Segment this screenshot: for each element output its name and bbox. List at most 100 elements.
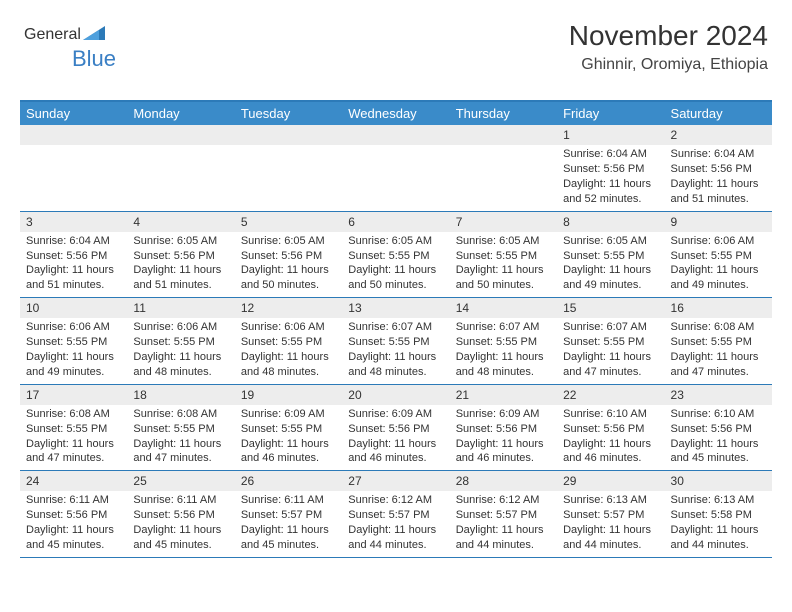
day-cell	[342, 125, 449, 211]
sunset-text: Sunset: 5:56 PM	[133, 508, 228, 523]
day-number: 19	[235, 385, 342, 405]
sunrise-text: Sunrise: 6:07 AM	[348, 320, 443, 335]
sunset-text: Sunset: 5:56 PM	[456, 422, 551, 437]
weekday-header: Tuesday	[235, 102, 342, 125]
daylight-text: Daylight: 11 hours and 51 minutes.	[671, 177, 766, 207]
day-body: Sunrise: 6:09 AMSunset: 5:56 PMDaylight:…	[342, 405, 449, 470]
daylight-text: Daylight: 11 hours and 44 minutes.	[671, 523, 766, 553]
day-cell	[127, 125, 234, 211]
sunrise-text: Sunrise: 6:09 AM	[348, 407, 443, 422]
sunset-text: Sunset: 5:55 PM	[133, 422, 228, 437]
sunset-text: Sunset: 5:56 PM	[563, 422, 658, 437]
sunset-text: Sunset: 5:57 PM	[563, 508, 658, 523]
day-cell: 24Sunrise: 6:11 AMSunset: 5:56 PMDayligh…	[20, 471, 127, 557]
sunrise-text: Sunrise: 6:07 AM	[456, 320, 551, 335]
logo: General Blue	[24, 24, 105, 45]
daylight-text: Daylight: 11 hours and 47 minutes.	[671, 350, 766, 380]
sunrise-text: Sunrise: 6:13 AM	[671, 493, 766, 508]
daylight-text: Daylight: 11 hours and 44 minutes.	[456, 523, 551, 553]
day-number: 5	[235, 212, 342, 232]
daylight-text: Daylight: 11 hours and 47 minutes.	[133, 437, 228, 467]
daylight-text: Daylight: 11 hours and 51 minutes.	[133, 263, 228, 293]
day-number: 28	[450, 471, 557, 491]
day-number: 25	[127, 471, 234, 491]
sunset-text: Sunset: 5:55 PM	[671, 335, 766, 350]
day-cell: 15Sunrise: 6:07 AMSunset: 5:55 PMDayligh…	[557, 298, 664, 384]
daylight-text: Daylight: 11 hours and 48 minutes.	[133, 350, 228, 380]
week-row: 24Sunrise: 6:11 AMSunset: 5:56 PMDayligh…	[20, 471, 772, 558]
daylight-text: Daylight: 11 hours and 47 minutes.	[26, 437, 121, 467]
daylight-text: Daylight: 11 hours and 46 minutes.	[456, 437, 551, 467]
sunset-text: Sunset: 5:57 PM	[241, 508, 336, 523]
day-number: 2	[665, 125, 772, 145]
day-body: Sunrise: 6:06 AMSunset: 5:55 PMDaylight:…	[127, 318, 234, 383]
daylight-text: Daylight: 11 hours and 46 minutes.	[563, 437, 658, 467]
day-cell: 1Sunrise: 6:04 AMSunset: 5:56 PMDaylight…	[557, 125, 664, 211]
day-cell	[20, 125, 127, 211]
sunrise-text: Sunrise: 6:04 AM	[26, 234, 121, 249]
daylight-text: Daylight: 11 hours and 50 minutes.	[348, 263, 443, 293]
day-body: Sunrise: 6:10 AMSunset: 5:56 PMDaylight:…	[557, 405, 664, 470]
daylight-text: Daylight: 11 hours and 49 minutes.	[671, 263, 766, 293]
week-row: 3Sunrise: 6:04 AMSunset: 5:56 PMDaylight…	[20, 212, 772, 299]
sunrise-text: Sunrise: 6:05 AM	[348, 234, 443, 249]
sunrise-text: Sunrise: 6:12 AM	[348, 493, 443, 508]
sunrise-text: Sunrise: 6:08 AM	[671, 320, 766, 335]
sunrise-text: Sunrise: 6:04 AM	[563, 147, 658, 162]
sunset-text: Sunset: 5:56 PM	[563, 162, 658, 177]
day-cell: 2Sunrise: 6:04 AMSunset: 5:56 PMDaylight…	[665, 125, 772, 211]
week-row: 10Sunrise: 6:06 AMSunset: 5:55 PMDayligh…	[20, 298, 772, 385]
day-cell: 28Sunrise: 6:12 AMSunset: 5:57 PMDayligh…	[450, 471, 557, 557]
sunset-text: Sunset: 5:55 PM	[348, 249, 443, 264]
sunset-text: Sunset: 5:55 PM	[671, 249, 766, 264]
day-body	[235, 145, 342, 151]
sunset-text: Sunset: 5:56 PM	[133, 249, 228, 264]
sunrise-text: Sunrise: 6:08 AM	[26, 407, 121, 422]
daylight-text: Daylight: 11 hours and 49 minutes.	[563, 263, 658, 293]
day-number	[235, 125, 342, 145]
logo-text-general: General	[24, 26, 81, 44]
day-number: 18	[127, 385, 234, 405]
day-cell: 27Sunrise: 6:12 AMSunset: 5:57 PMDayligh…	[342, 471, 449, 557]
day-cell: 20Sunrise: 6:09 AMSunset: 5:56 PMDayligh…	[342, 385, 449, 471]
day-cell: 21Sunrise: 6:09 AMSunset: 5:56 PMDayligh…	[450, 385, 557, 471]
daylight-text: Daylight: 11 hours and 45 minutes.	[671, 437, 766, 467]
sunrise-text: Sunrise: 6:05 AM	[241, 234, 336, 249]
day-cell: 26Sunrise: 6:11 AMSunset: 5:57 PMDayligh…	[235, 471, 342, 557]
day-body: Sunrise: 6:11 AMSunset: 5:57 PMDaylight:…	[235, 491, 342, 556]
day-cell	[450, 125, 557, 211]
day-number: 24	[20, 471, 127, 491]
day-number: 7	[450, 212, 557, 232]
daylight-text: Daylight: 11 hours and 50 minutes.	[456, 263, 551, 293]
logo-triangle-icon	[83, 24, 105, 45]
day-body	[20, 145, 127, 151]
sunset-text: Sunset: 5:56 PM	[348, 422, 443, 437]
day-number: 1	[557, 125, 664, 145]
daylight-text: Daylight: 11 hours and 49 minutes.	[26, 350, 121, 380]
day-body: Sunrise: 6:11 AMSunset: 5:56 PMDaylight:…	[20, 491, 127, 556]
day-body: Sunrise: 6:05 AMSunset: 5:55 PMDaylight:…	[342, 232, 449, 297]
sunrise-text: Sunrise: 6:07 AM	[563, 320, 658, 335]
day-number: 4	[127, 212, 234, 232]
day-cell: 11Sunrise: 6:06 AMSunset: 5:55 PMDayligh…	[127, 298, 234, 384]
day-body: Sunrise: 6:07 AMSunset: 5:55 PMDaylight:…	[450, 318, 557, 383]
day-number: 15	[557, 298, 664, 318]
sunrise-text: Sunrise: 6:05 AM	[456, 234, 551, 249]
day-cell: 29Sunrise: 6:13 AMSunset: 5:57 PMDayligh…	[557, 471, 664, 557]
day-body: Sunrise: 6:06 AMSunset: 5:55 PMDaylight:…	[235, 318, 342, 383]
sunset-text: Sunset: 5:55 PM	[26, 335, 121, 350]
day-body	[127, 145, 234, 151]
sunset-text: Sunset: 5:55 PM	[241, 335, 336, 350]
day-cell: 13Sunrise: 6:07 AMSunset: 5:55 PMDayligh…	[342, 298, 449, 384]
day-body: Sunrise: 6:13 AMSunset: 5:58 PMDaylight:…	[665, 491, 772, 556]
day-number: 11	[127, 298, 234, 318]
daylight-text: Daylight: 11 hours and 46 minutes.	[241, 437, 336, 467]
day-cell: 4Sunrise: 6:05 AMSunset: 5:56 PMDaylight…	[127, 212, 234, 298]
sunrise-text: Sunrise: 6:06 AM	[26, 320, 121, 335]
day-cell: 14Sunrise: 6:07 AMSunset: 5:55 PMDayligh…	[450, 298, 557, 384]
title-block: November 2024 Ghinnir, Oromiya, Ethiopia	[569, 20, 768, 74]
daylight-text: Daylight: 11 hours and 44 minutes.	[348, 523, 443, 553]
day-cell: 5Sunrise: 6:05 AMSunset: 5:56 PMDaylight…	[235, 212, 342, 298]
day-number: 13	[342, 298, 449, 318]
week-row: 1 Sunrise: 6:04 AMSunset: 5:56 PM Daylight…	[20, 125, 772, 212]
